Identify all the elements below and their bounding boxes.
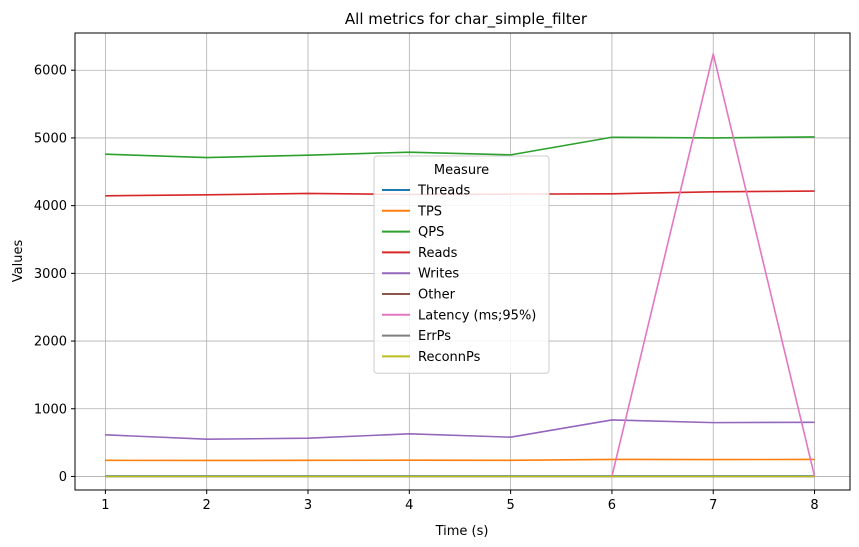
x-tick-label: 8	[810, 498, 818, 513]
legend-entry: ReconnPs	[418, 350, 481, 365]
legend-entry: Writes	[418, 267, 459, 282]
legend-entry: TPS	[417, 204, 442, 219]
series-layer	[105, 53, 816, 478]
y-tick-label: 6000	[34, 64, 67, 79]
axis-ticks: 1 2 3 4 5 6 7 8 0 1000 2000 3000 4000 5000 6000	[34, 64, 819, 513]
legend-title: Measure	[434, 163, 489, 178]
y-tick-label: 3000	[34, 267, 67, 282]
series-line-qps	[105, 136, 815, 159]
y-tick-label: 0	[59, 470, 67, 485]
plot-frame	[74, 32, 851, 491]
legend-box	[373, 155, 550, 374]
legend-entry: ErrPs	[418, 329, 451, 344]
x-tick-label: 7	[709, 498, 717, 513]
x-tick-label: 1	[101, 498, 109, 513]
chart-title: All metrics for char_simple_filter	[345, 10, 588, 29]
y-tick-label: 1000	[34, 402, 67, 417]
y-tick-label: 5000	[34, 131, 67, 146]
legend-entry: Reads	[418, 246, 458, 261]
x-tick-label: 3	[304, 498, 312, 513]
y-tick-label: 2000	[34, 335, 67, 350]
x-tick-label: 6	[608, 498, 616, 513]
y-tick-label: 4000	[34, 199, 67, 214]
y-axis-label: Values	[11, 240, 26, 283]
legend-entry: Threads	[417, 184, 470, 199]
x-tick-label: 4	[405, 498, 413, 513]
series-line-writes	[105, 419, 815, 441]
x-tick-label: 2	[203, 498, 211, 513]
legend-entry: Other	[418, 288, 456, 303]
legend-entry: Latency (ms;95%)	[418, 308, 536, 323]
x-tick-label: 5	[506, 498, 514, 513]
legend: Measure Threads TPS QPS Reads Writes Other Late…	[373, 155, 550, 374]
legend-entry: QPS	[418, 225, 444, 240]
x-axis-label: Time (s)	[435, 524, 489, 539]
series-line-tps	[105, 458, 815, 462]
